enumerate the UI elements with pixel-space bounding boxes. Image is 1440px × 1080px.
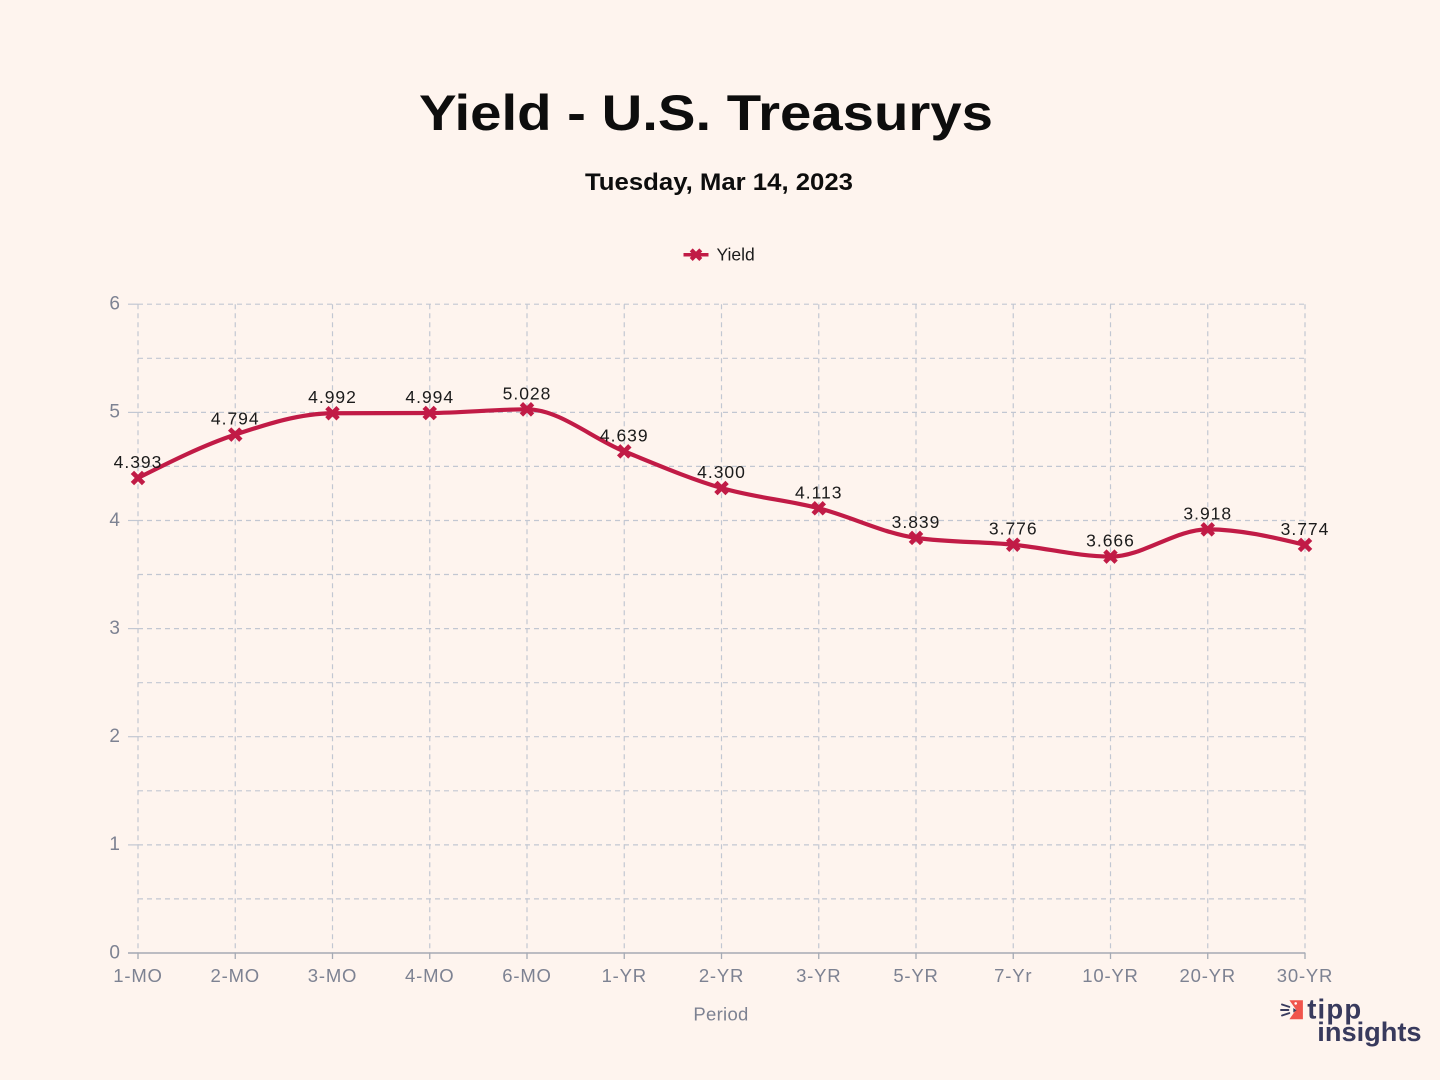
svg-text:3.918: 3.918 xyxy=(1183,503,1232,523)
svg-text:1-MO: 1-MO xyxy=(113,965,162,986)
svg-text:4.794: 4.794 xyxy=(211,409,260,429)
svg-text:10-YR: 10-YR xyxy=(1082,965,1138,986)
svg-text:4.113: 4.113 xyxy=(795,482,843,502)
svg-text:4.639: 4.639 xyxy=(600,425,649,445)
svg-text:insights: insights xyxy=(1317,1016,1421,1047)
svg-text:6-MO: 6-MO xyxy=(502,965,551,986)
svg-text:3.839: 3.839 xyxy=(892,512,941,532)
svg-text:7-Yr: 7-Yr xyxy=(994,965,1032,986)
svg-text:20-YR: 20-YR xyxy=(1180,965,1236,986)
svg-text:1-YR: 1-YR xyxy=(602,965,647,986)
svg-text:5: 5 xyxy=(109,402,120,423)
svg-text:3.774: 3.774 xyxy=(1281,519,1330,539)
svg-text:4: 4 xyxy=(109,510,120,531)
svg-text:3.776: 3.776 xyxy=(989,519,1038,539)
svg-text:4.994: 4.994 xyxy=(405,387,454,407)
svg-text:Yield: Yield xyxy=(717,245,755,265)
svg-text:5.028: 5.028 xyxy=(503,383,552,403)
svg-text:2: 2 xyxy=(109,726,120,747)
svg-text:0: 0 xyxy=(109,942,120,963)
svg-text:4.393: 4.393 xyxy=(114,452,163,472)
svg-text:Period: Period xyxy=(693,1004,748,1025)
svg-text:1: 1 xyxy=(109,834,120,855)
svg-text:2-MO: 2-MO xyxy=(211,965,260,986)
svg-text:2-YR: 2-YR xyxy=(699,965,744,986)
svg-text:Tuesday, Mar 14, 2023: Tuesday, Mar 14, 2023 xyxy=(585,169,853,196)
svg-text:30-YR: 30-YR xyxy=(1277,965,1333,986)
svg-text:4.992: 4.992 xyxy=(308,387,357,407)
svg-text:3-YR: 3-YR xyxy=(796,965,841,986)
svg-text:3.666: 3.666 xyxy=(1086,531,1135,551)
svg-text:5-YR: 5-YR xyxy=(893,965,938,986)
svg-text:tipp: tipp xyxy=(1307,993,1362,1024)
svg-text:4-MO: 4-MO xyxy=(405,965,454,986)
svg-text:3-MO: 3-MO xyxy=(308,965,357,986)
svg-text:3: 3 xyxy=(109,618,120,639)
svg-text:4.300: 4.300 xyxy=(697,462,746,482)
svg-text:6: 6 xyxy=(109,294,120,315)
svg-text:Yield - U.S. Treasurys: Yield - U.S. Treasurys xyxy=(419,85,993,141)
